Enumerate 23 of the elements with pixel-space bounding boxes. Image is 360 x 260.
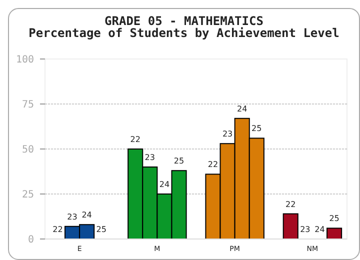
text: 25 [329,214,340,224]
series-label: 22 [130,135,140,144]
y-tick-label: 100 [16,54,34,66]
text: 24 [314,225,325,234]
text: 22 [52,225,63,234]
text: 22 [208,160,218,170]
text: 25 [252,124,262,134]
chart-subtitle: Percentage of Students by Achievement Level [28,26,340,40]
chart-title: GRADE 05 - MATHEMATICS [104,14,264,28]
y-tick-label: 25 [22,190,34,200]
y-tick-label: 75 [22,100,34,110]
text: 25 [96,225,106,234]
text: 23 [300,225,310,234]
series-label: 23 [67,212,78,222]
series-label: 24 [82,210,92,220]
text: 22 [286,200,296,209]
text: 24 [159,180,170,189]
text: 23 [144,153,155,162]
y-tick-label: 0 [28,234,34,246]
y-tick-label: 50 [22,144,34,156]
series-label: 25 [174,156,184,166]
text: 24 [237,104,248,114]
text: 23 [222,130,233,139]
